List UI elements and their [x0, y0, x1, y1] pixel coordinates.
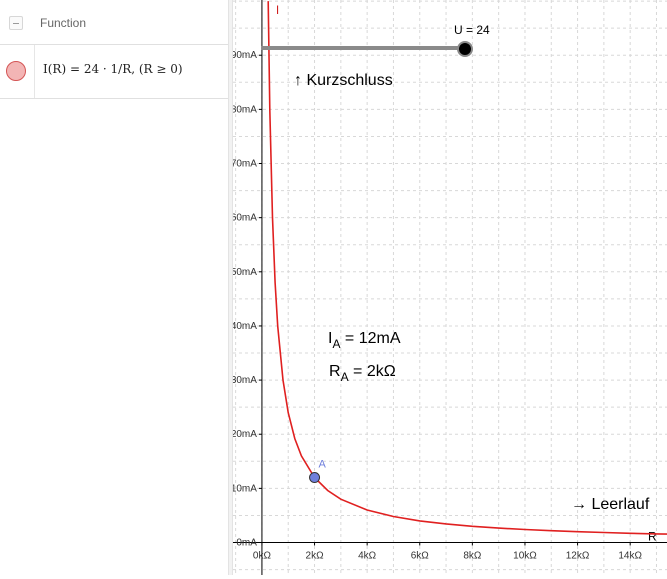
collapse-icon[interactable]	[9, 16, 23, 30]
y-tick-label: 50mA	[233, 267, 257, 278]
algebra-view: Function I(R) = 24 · 1/R, (R ≥ 0)	[0, 0, 228, 575]
y-tick-label: 80mA	[233, 104, 257, 115]
tick-labels: 0kΩ 2kΩ 4kΩ 6kΩ 8kΩ 10kΩ 12kΩ 14kΩ 0mA 10mA 20mA 30…	[231, 50, 643, 562]
x-tick-label: 6kΩ	[411, 551, 430, 562]
point-a-marker[interactable]	[309, 472, 321, 484]
y-tick-label: 40mA	[233, 321, 257, 332]
x-tick-label: 2kΩ	[306, 551, 325, 562]
ra-sub: A	[341, 370, 349, 384]
annotation-leerlauf[interactable]: → Leerlauf	[571, 496, 650, 513]
graphics-view[interactable]: R I 0kΩ 2kΩ 4kΩ 6kΩ 8kΩ 10kΩ 12kΩ 14kΩ 0mA 10mA 20…	[231, 0, 667, 575]
y-tick-label: 0mA	[236, 538, 257, 549]
x-tick-label: 14kΩ	[618, 551, 642, 562]
y-tick-label: 30mA	[233, 375, 257, 386]
visibility-toggle-icon[interactable]	[6, 61, 26, 81]
y-axis-name: I	[276, 3, 279, 17]
x-tick-label: 0kΩ	[253, 551, 272, 562]
algebra-header: Function	[0, 0, 228, 45]
annotation-ia[interactable]: IA = 12mA	[328, 330, 401, 351]
view-splitter[interactable]	[228, 0, 233, 575]
y-tick-label: 70mA	[233, 159, 257, 170]
plot-canvas[interactable]: R I 0kΩ 2kΩ 4kΩ 6kΩ 8kΩ 10kΩ 12kΩ 14kΩ 0mA 10mA 20…	[231, 0, 667, 575]
point-a-label: A	[319, 459, 327, 471]
ra-main: R	[329, 363, 341, 380]
slider-u[interactable]: U = 24	[261, 23, 490, 57]
x-axis-name: R	[648, 530, 657, 544]
ia-sub: A	[332, 337, 340, 351]
algebra-function-row[interactable]: I(R) = 24 · 1/R, (R ≥ 0)	[0, 45, 228, 99]
x-tick-label: 12kΩ	[566, 551, 590, 562]
ia-rest: = 12mA	[340, 330, 400, 347]
row-divider	[34, 45, 35, 98]
annotation-ra[interactable]: RA = 2kΩ	[329, 363, 396, 384]
y-tick-label: 10mA	[233, 483, 257, 494]
slider-handle[interactable]	[457, 41, 473, 57]
x-tick-label: 10kΩ	[513, 551, 537, 562]
ia-main: I	[328, 330, 332, 347]
function-definition[interactable]: I(R) = 24 · 1/R, (R ≥ 0)	[43, 62, 183, 76]
x-tick-label: 4kΩ	[358, 551, 377, 562]
slider-label: U = 24	[454, 23, 490, 37]
y-tick-label: 20mA	[233, 429, 257, 440]
algebra-header-title: Function	[40, 16, 87, 30]
axes: R I	[233, 0, 667, 575]
ra-rest: = 2kΩ	[349, 363, 396, 380]
x-tick-label: 8kΩ	[463, 551, 482, 562]
y-tick-label: 60mA	[233, 213, 257, 224]
function-curve[interactable]	[267, 1, 667, 535]
point-a[interactable]: A	[309, 459, 327, 484]
y-tick-label: 90mA	[233, 50, 257, 61]
annotation-kurzschluss[interactable]: ↑ Kurzschluss	[294, 72, 393, 89]
